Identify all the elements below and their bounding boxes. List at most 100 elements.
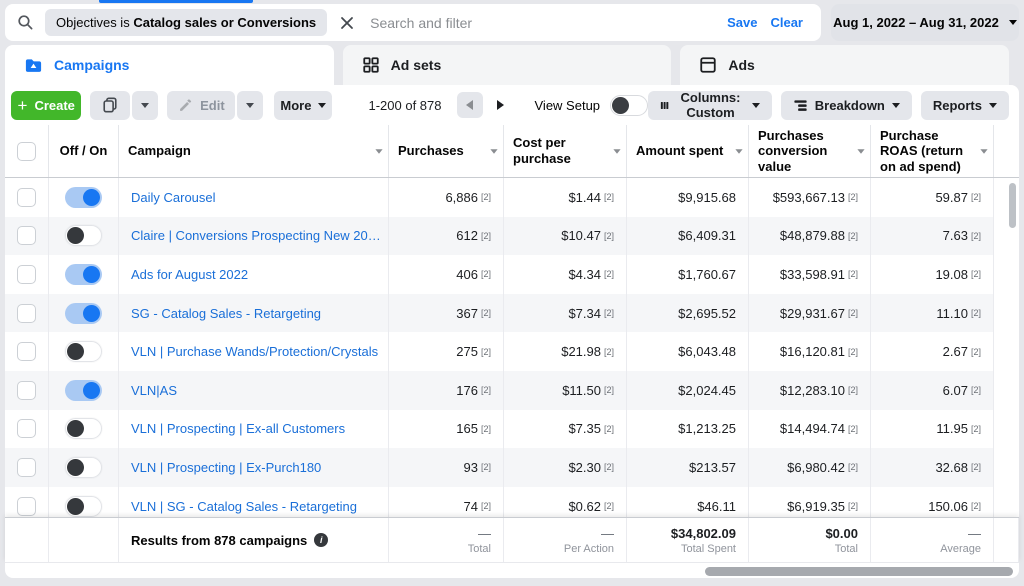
view-setup-toggle[interactable] [610, 94, 649, 116]
edit-button[interactable]: Edit [167, 90, 236, 120]
header-cost-per-purchase-label: Cost per purchase [513, 135, 571, 166]
conversion-value-cell: $48,879.88 [2] [749, 216, 871, 256]
breakdown-button[interactable]: Breakdown [780, 90, 912, 120]
campaign-name-link[interactable]: SG - Catalog Sales - Retargeting [131, 305, 322, 321]
summary-purchases-caption: Total [467, 542, 491, 555]
header-cost-per-purchase[interactable]: Cost per purchase [504, 125, 627, 177]
remove-filter-icon[interactable] [340, 16, 354, 30]
header-campaign[interactable]: Campaign [119, 125, 389, 177]
tab-ads[interactable]: Ads [680, 45, 1010, 85]
row-checkbox[interactable] [17, 226, 36, 246]
header-purchases[interactable]: Purchases [389, 125, 504, 177]
chevron-left-icon [466, 100, 473, 110]
row-checkbox[interactable] [17, 419, 36, 439]
campaign-toggle[interactable] [65, 495, 102, 517]
conversion-value-cell: $33,598.91 [2] [749, 255, 871, 294]
save-filter-button[interactable]: Save [727, 15, 758, 30]
toggle-knob [83, 381, 100, 399]
edit-dropdown-button[interactable] [237, 90, 264, 120]
tab-campaigns[interactable]: Campaigns [5, 45, 334, 85]
more-button[interactable]: More [274, 90, 333, 120]
toggle-knob [67, 458, 84, 476]
header-roas[interactable]: Purchase ROAS (return on ad spend) [871, 125, 994, 177]
purchases-value: 74 [463, 498, 478, 514]
purchases-cell: 74 [2] [389, 486, 504, 517]
date-range-label: Aug 1, 2022 – Aug 31, 2022 [833, 15, 999, 30]
campaign-name-link[interactable]: Daily Carousel [131, 189, 216, 205]
roas-value: 11.95 [936, 421, 968, 437]
vertical-scrollbar-thumb[interactable] [1009, 183, 1016, 228]
campaign-toggle[interactable] [65, 186, 102, 208]
amount-spent-cell: $6,043.48 [627, 332, 749, 371]
campaign-toggle[interactable] [65, 225, 102, 247]
chevron-down-icon [989, 102, 997, 108]
row-checkbox[interactable] [17, 457, 36, 477]
create-button[interactable]: + Create [11, 90, 82, 120]
row-toggle-cell [49, 370, 119, 410]
roas-value: 150.06 [928, 498, 968, 514]
filter-chip[interactable]: Objectives is Catalog sales or Conversio… [45, 9, 328, 36]
campaign-toggle[interactable] [65, 456, 102, 478]
toggle-knob [612, 96, 630, 114]
table-row: SG - Catalog Sales - Retargeting 367 [2] … [5, 293, 1019, 333]
row-gutter-cell [994, 448, 1019, 487]
roas-value: 7.63 [942, 228, 968, 244]
campaign-name-link[interactable]: VLN | SG - Catalog Sales - Retargeting [131, 498, 357, 514]
reports-button[interactable]: Reports [920, 90, 1009, 120]
campaign-toggle[interactable] [65, 341, 102, 363]
info-icon[interactable]: i [314, 533, 329, 547]
header-amount-spent[interactable]: Amount spent [627, 125, 749, 177]
campaign-name-link[interactable]: Ads for August 2022 [131, 266, 249, 282]
purchases-value: 406 [456, 266, 478, 282]
roas-value: 19.08 [935, 266, 968, 282]
campaign-toggle[interactable] [65, 418, 102, 440]
amount-spent-value: $2,024.45 [678, 382, 736, 398]
tab-ad-sets[interactable]: Ad sets [342, 45, 672, 85]
cost-per-purchase-cell: $10.47 [2] [504, 216, 627, 256]
campaign-toggle[interactable] [65, 302, 102, 324]
next-page-button[interactable] [487, 92, 514, 118]
row-checkbox-cell [5, 448, 49, 487]
sort-icon [490, 149, 498, 154]
row-checkbox[interactable] [17, 342, 36, 362]
row-checkbox-cell [5, 255, 49, 294]
filter-bar: Objectives is Catalog sales or Conversio… [5, 4, 1019, 41]
horizontal-scrollbar-track[interactable] [5, 562, 1019, 578]
amount-spent-cell: $9,915.68 [627, 178, 749, 217]
row-checkbox[interactable] [17, 380, 36, 400]
duplicate-button[interactable] [90, 90, 131, 120]
header-conversion-value[interactable]: Purchases conversion value [749, 125, 871, 177]
table-row: Daily Carousel 6,886 [2] $1.44 [2] $9,915.… [5, 178, 1019, 217]
table-toolbar: + Create Edit More 1-200 of 878 View Setu… [5, 85, 1019, 125]
conversion-value-cell: $12,283.10 [2] [749, 370, 871, 410]
campaign-name-link[interactable]: VLN | Purchase Wands/Protection/Crystals [131, 344, 379, 360]
clear-filter-button[interactable]: Clear [770, 15, 803, 30]
campaign-toggle[interactable] [65, 263, 102, 285]
date-range-selector[interactable]: Aug 1, 2022 – Aug 31, 2022 [831, 4, 1019, 41]
row-checkbox[interactable] [17, 187, 36, 207]
campaign-name-link[interactable]: Claire | Conversions Prospecting New 202… [131, 228, 381, 244]
previous-page-button[interactable] [456, 92, 483, 118]
chevron-down-icon [318, 102, 327, 108]
campaign-name-link[interactable]: VLN | Prospecting | Ex-all Customers [131, 421, 346, 437]
amount-spent-value: $6,043.48 [678, 344, 736, 360]
campaign-toggle[interactable] [65, 379, 102, 401]
columns-button[interactable]: Columns: Custom [648, 90, 772, 120]
horizontal-scrollbar-thumb[interactable] [705, 567, 1013, 576]
row-checkbox[interactable] [17, 303, 36, 323]
summary-roas-value: — [968, 525, 981, 541]
tab-ad-sets-label: Ad sets [390, 57, 442, 73]
row-checkbox[interactable] [17, 496, 36, 516]
campaign-name-link[interactable]: VLN|AS [131, 382, 178, 398]
campaign-name-cell: VLN | Prospecting | Ex-Purch180 [119, 448, 389, 487]
toggle-knob [83, 188, 100, 206]
summary-cpp-caption: Per Action [563, 542, 614, 555]
select-all-checkbox[interactable] [17, 141, 36, 161]
duplicate-dropdown-button[interactable] [132, 90, 159, 120]
campaign-name-link[interactable]: VLN | Prospecting | Ex-Purch180 [131, 459, 322, 475]
row-checkbox[interactable] [17, 264, 36, 284]
add-column-button[interactable] [994, 125, 1019, 177]
cost-per-purchase-cell: $2.30 [2] [504, 448, 627, 487]
search-input[interactable]: Search and filter [370, 14, 473, 31]
roas-cell: 2.67 [2] [871, 332, 994, 371]
